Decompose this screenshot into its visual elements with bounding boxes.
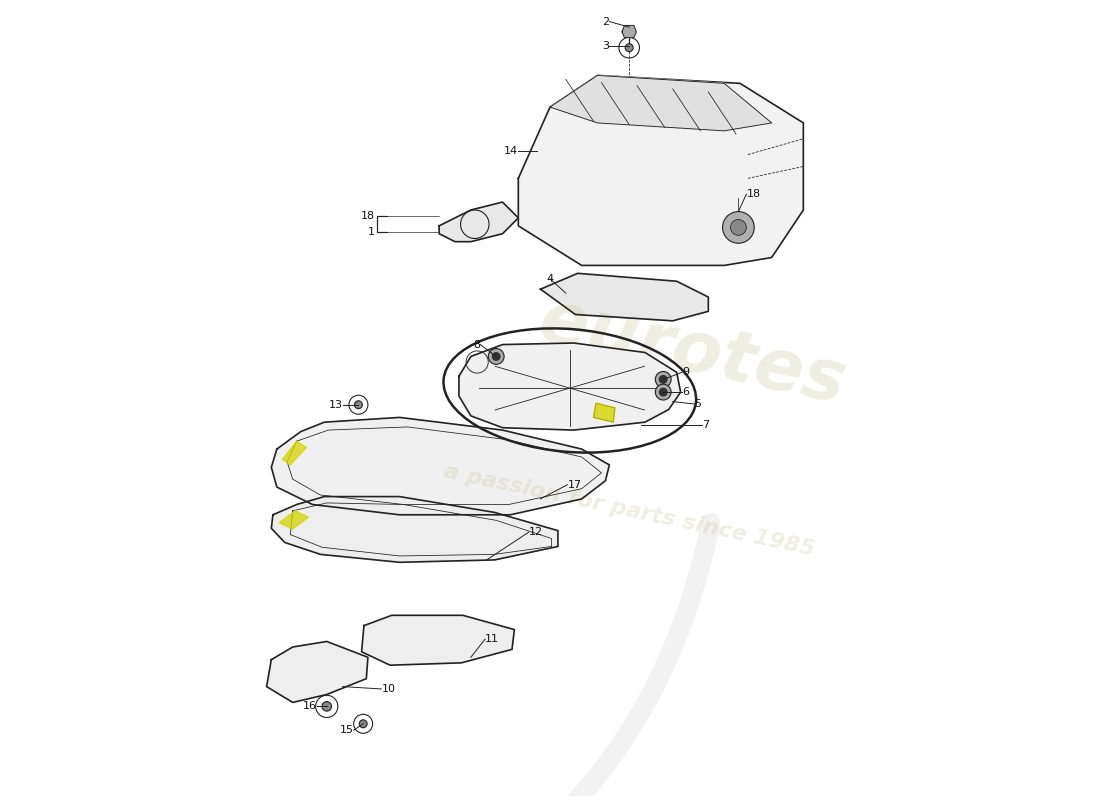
- Circle shape: [360, 720, 367, 728]
- Text: 1: 1: [368, 227, 375, 237]
- Polygon shape: [283, 441, 306, 465]
- Text: 17: 17: [568, 480, 582, 490]
- Polygon shape: [362, 615, 515, 666]
- Polygon shape: [439, 202, 518, 242]
- Text: 7: 7: [702, 420, 710, 430]
- Text: 16: 16: [304, 702, 317, 711]
- Circle shape: [492, 353, 500, 361]
- Text: 18: 18: [361, 210, 375, 221]
- Polygon shape: [266, 642, 367, 702]
- Text: 6: 6: [682, 387, 690, 397]
- Text: 12: 12: [529, 527, 542, 538]
- Text: 9: 9: [682, 367, 690, 378]
- Circle shape: [659, 388, 668, 396]
- Text: 14: 14: [504, 146, 518, 156]
- Polygon shape: [550, 75, 772, 131]
- Polygon shape: [540, 274, 708, 321]
- Polygon shape: [272, 497, 558, 562]
- Circle shape: [656, 371, 671, 387]
- Polygon shape: [279, 511, 308, 529]
- Polygon shape: [594, 403, 615, 422]
- Circle shape: [723, 211, 755, 243]
- Text: a passion for parts since 1985: a passion for parts since 1985: [442, 462, 816, 560]
- Circle shape: [625, 44, 634, 52]
- Circle shape: [730, 219, 746, 235]
- Text: 10: 10: [382, 684, 395, 694]
- Text: 5: 5: [694, 399, 701, 409]
- Circle shape: [488, 349, 504, 364]
- Circle shape: [659, 375, 668, 383]
- Text: 11: 11: [485, 634, 499, 644]
- Circle shape: [354, 401, 362, 409]
- Text: 15: 15: [340, 725, 354, 735]
- Polygon shape: [621, 26, 636, 38]
- Text: 2: 2: [603, 17, 609, 26]
- Text: 3: 3: [603, 41, 609, 51]
- Polygon shape: [518, 75, 803, 266]
- Text: 13: 13: [329, 400, 342, 410]
- Text: 18: 18: [746, 189, 760, 199]
- Circle shape: [322, 702, 331, 711]
- Text: eurotes: eurotes: [532, 286, 852, 418]
- Text: 4: 4: [547, 274, 553, 284]
- Polygon shape: [459, 343, 681, 430]
- Polygon shape: [272, 418, 609, 514]
- Text: 8: 8: [473, 339, 481, 350]
- Circle shape: [656, 384, 671, 400]
